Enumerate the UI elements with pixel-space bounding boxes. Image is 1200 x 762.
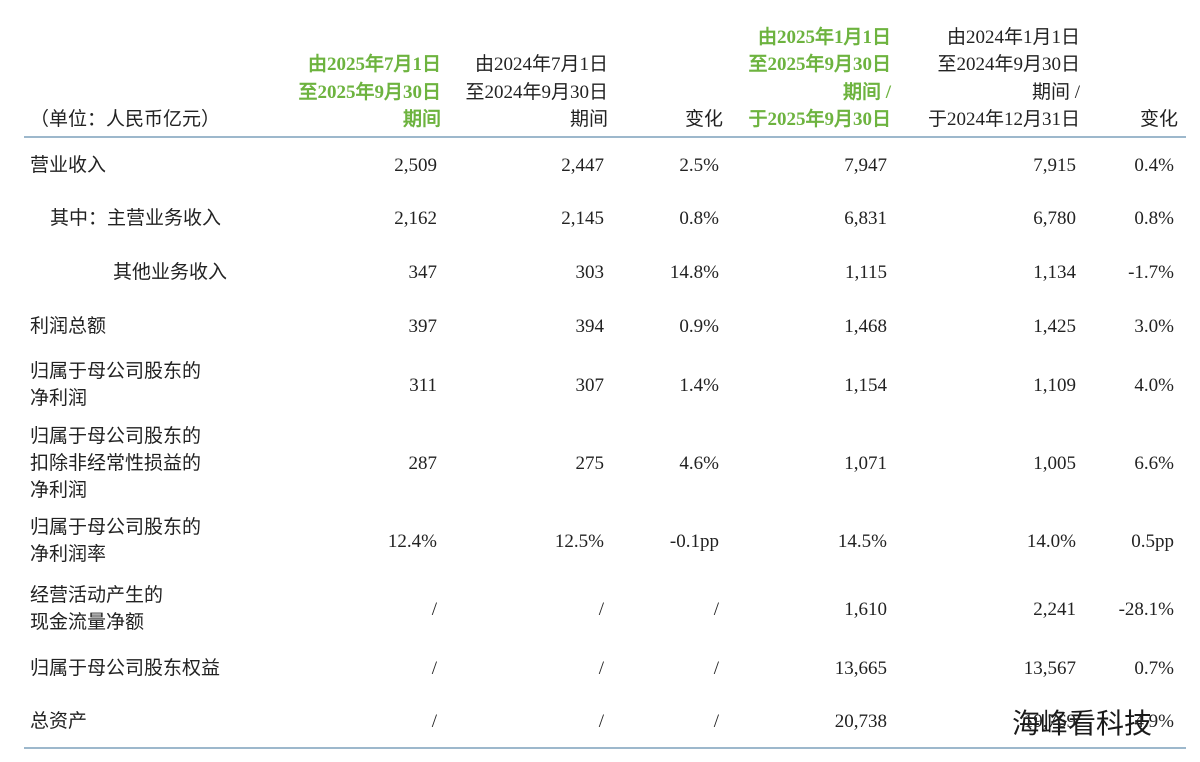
row-label: 总资产 bbox=[30, 710, 88, 732]
column-header: 期间 bbox=[569, 109, 608, 130]
cell: 14.0% bbox=[1026, 530, 1076, 552]
row-label: 其他业务收入 bbox=[113, 261, 228, 283]
row-label: 归属于母公司股东的 bbox=[30, 425, 202, 447]
cell: 14.5% bbox=[837, 530, 887, 552]
row-label: 归属于母公司股东的 bbox=[30, 361, 202, 382]
cell: 2,162 bbox=[394, 207, 437, 229]
row-label: 其中：主营业务收入 bbox=[50, 207, 222, 229]
cell: -1.7% bbox=[1128, 261, 1174, 283]
column-header: 至2025年9月30日 bbox=[298, 81, 441, 103]
cell: 1,134 bbox=[1033, 261, 1076, 283]
cell: / bbox=[598, 657, 604, 679]
row-label: 经营活动产生的 bbox=[30, 585, 164, 606]
column-header: 变化 bbox=[684, 109, 723, 130]
cell: 1,071 bbox=[844, 452, 887, 474]
header-rule bbox=[24, 136, 1186, 138]
column-header: 期间 / bbox=[1031, 81, 1080, 103]
cell: 19,769 bbox=[1023, 710, 1076, 732]
cell: 397 bbox=[408, 315, 438, 337]
cell: 1,610 bbox=[844, 598, 887, 620]
cell: / bbox=[431, 598, 437, 620]
cell: 2,241 bbox=[1033, 598, 1076, 620]
column-header: 由2025年7月1日 bbox=[307, 54, 441, 75]
cell: 2.5% bbox=[679, 154, 719, 176]
cell: 275 bbox=[575, 452, 605, 474]
cell: 0.7% bbox=[1134, 657, 1174, 679]
cell: 13,665 bbox=[834, 657, 887, 679]
column-header: 至2024年9月30日 bbox=[465, 81, 608, 103]
column-header: 至2025年9月30日 bbox=[748, 54, 891, 75]
cell: 4.6% bbox=[679, 452, 719, 474]
cell: 1,154 bbox=[844, 374, 887, 396]
cell: 303 bbox=[575, 261, 605, 283]
cell: 6,831 bbox=[844, 207, 887, 229]
cell: 311 bbox=[409, 374, 437, 396]
cell: -28.1% bbox=[1118, 598, 1174, 620]
cell: 6.6% bbox=[1134, 452, 1174, 474]
unit-label: （单位：人民币亿元） bbox=[30, 109, 221, 130]
cell: 1,468 bbox=[844, 315, 887, 337]
cell: 1,425 bbox=[1033, 315, 1076, 337]
column-header: 期间 / bbox=[842, 81, 891, 103]
column-header: 由2024年7月1日 bbox=[474, 54, 608, 75]
cell: 4.9% bbox=[1134, 710, 1174, 732]
column-header: 由2025年1月1日 bbox=[757, 26, 891, 48]
cell: 1,109 bbox=[1033, 374, 1076, 396]
row-label: 营业收入 bbox=[30, 154, 107, 176]
cell: 287 bbox=[408, 452, 438, 474]
cell: 7,947 bbox=[844, 154, 887, 176]
column-header: 期间 bbox=[402, 109, 441, 130]
cell: 0.9% bbox=[679, 315, 719, 337]
row-label: 现金流量净额 bbox=[30, 612, 145, 633]
row-label: 归属于母公司股东权益 bbox=[30, 657, 221, 679]
bottom-rule bbox=[24, 747, 1186, 749]
row-label: 扣除非经常性损益的 bbox=[30, 452, 202, 474]
cell: 0.8% bbox=[679, 207, 719, 229]
cell: / bbox=[713, 657, 719, 679]
cell: 1.4% bbox=[679, 374, 719, 396]
cell: 13,567 bbox=[1023, 657, 1076, 679]
cell: 347 bbox=[408, 261, 438, 283]
column-header: 变化 bbox=[1139, 109, 1178, 130]
cell: -0.1pp bbox=[669, 530, 719, 552]
cell: / bbox=[431, 710, 437, 732]
cell: / bbox=[598, 710, 604, 732]
cell: / bbox=[713, 598, 719, 620]
cell: 12.4% bbox=[387, 530, 437, 552]
column-header: 至2024年9月30日 bbox=[937, 54, 1080, 75]
column-header: 于2024年12月31日 bbox=[927, 109, 1080, 130]
cell: 0.8% bbox=[1134, 207, 1174, 229]
cell: 307 bbox=[575, 374, 605, 396]
cell: 20,738 bbox=[834, 710, 887, 732]
column-header: 于2025年9月30日 bbox=[748, 109, 891, 130]
cell: 12.5% bbox=[554, 530, 604, 552]
cell: 2,145 bbox=[561, 207, 604, 229]
column-header: 由2024年1月1日 bbox=[946, 26, 1080, 48]
cell: 1,115 bbox=[844, 261, 887, 283]
cell: 0.5pp bbox=[1131, 530, 1174, 552]
cell: 394 bbox=[575, 315, 605, 337]
cell: 7,915 bbox=[1033, 154, 1076, 176]
row-label: 净利润 bbox=[30, 388, 88, 409]
row-label: 利润总额 bbox=[30, 315, 107, 337]
cell: 1,005 bbox=[1033, 452, 1076, 474]
cell: 6,780 bbox=[1033, 207, 1076, 229]
row-label: 净利润 bbox=[30, 479, 88, 501]
row-label: 净利润率 bbox=[30, 544, 107, 565]
watermark: 海峰看科技 bbox=[1012, 707, 1153, 740]
cell: / bbox=[713, 710, 719, 732]
cell: 3.0% bbox=[1134, 315, 1174, 337]
cell: / bbox=[598, 598, 604, 620]
cell: 0.4% bbox=[1134, 154, 1174, 176]
cell: 2,509 bbox=[394, 154, 437, 176]
cell: 2,447 bbox=[561, 154, 604, 176]
cell: / bbox=[431, 657, 437, 679]
row-label: 归属于母公司股东的 bbox=[30, 517, 202, 538]
cell: 14.8% bbox=[669, 261, 719, 283]
cell: 4.0% bbox=[1134, 374, 1174, 396]
